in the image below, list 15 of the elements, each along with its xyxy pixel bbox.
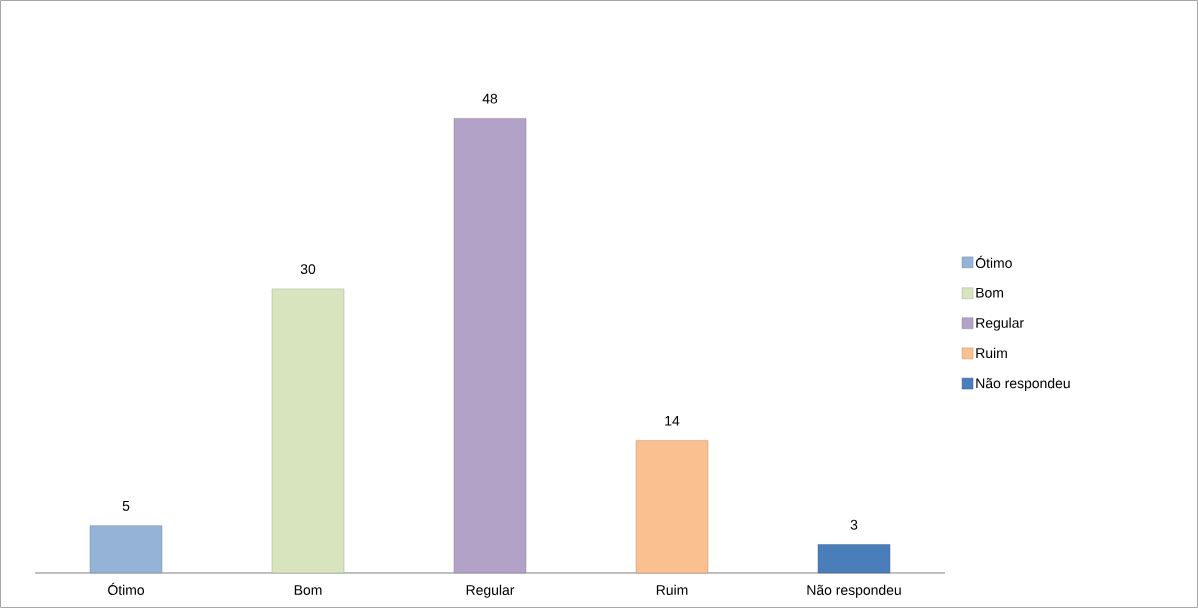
legend-label: Regular: [976, 317, 1024, 331]
x-tick-label: Bom: [294, 585, 322, 595]
data-label: 48: [482, 93, 498, 104]
legend-label: Ruim: [976, 347, 1007, 359]
x-tick-label: Não respondeu: [807, 584, 901, 598]
data-label: 5: [122, 501, 130, 511]
x-tick-label: Regular: [466, 584, 515, 598]
data-label: 14: [665, 415, 680, 426]
legend-label: Ótimo: [975, 255, 1012, 269]
x-tick-label: Ruim: [656, 584, 688, 595]
data-label: 3: [850, 519, 858, 530]
data-label: 30: [300, 264, 316, 275]
legend-label: Não respondeu: [976, 377, 1070, 391]
x-tick-label: Ótimo: [108, 582, 145, 595]
legend-label: Bom: [976, 287, 1003, 298]
